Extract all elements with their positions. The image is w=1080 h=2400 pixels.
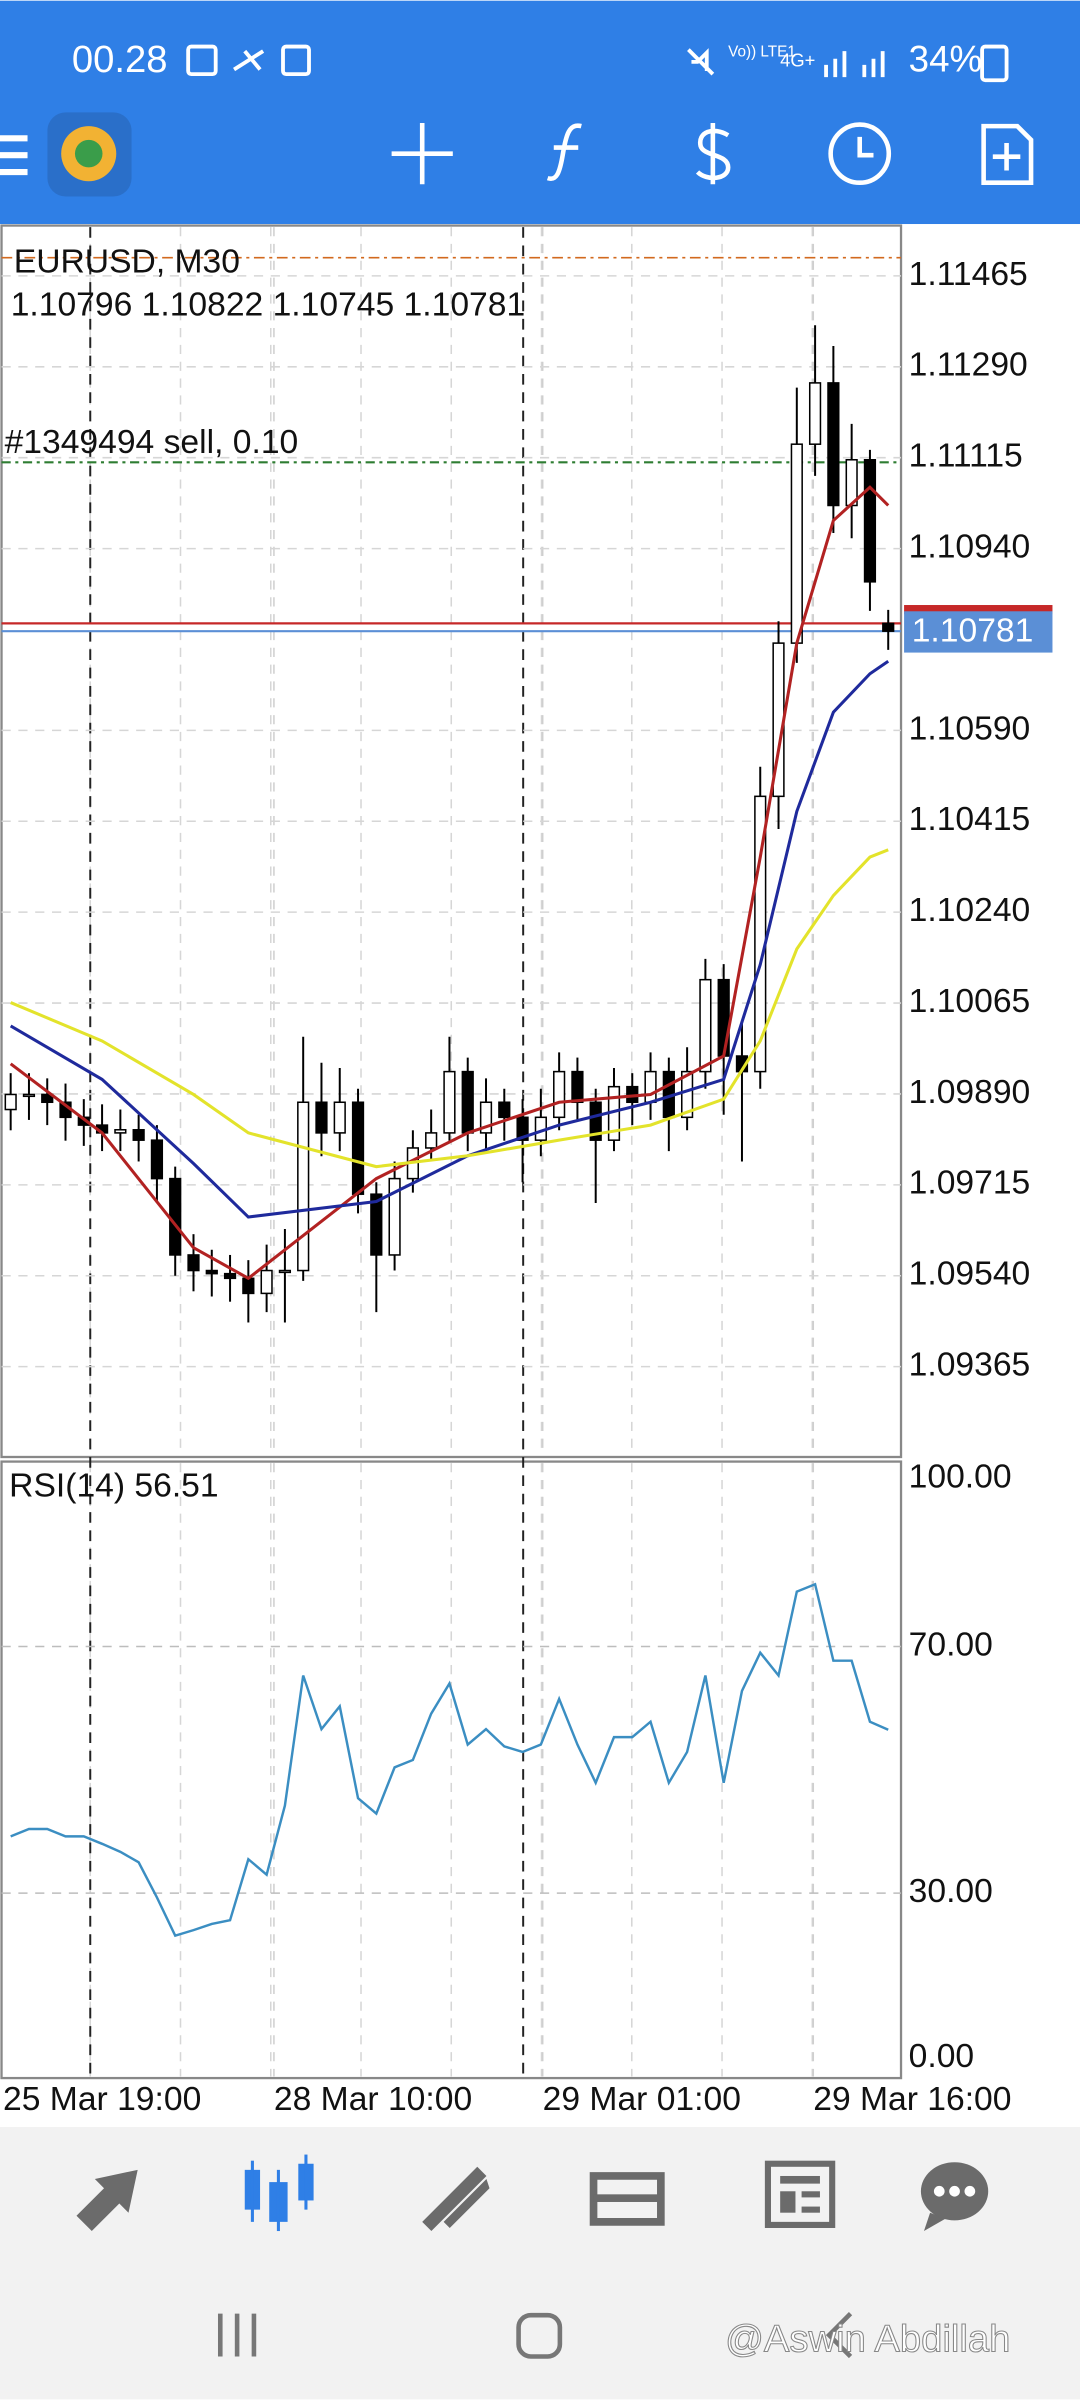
candle-body <box>680 1070 694 1119</box>
y-tick-label: 1.10940 <box>909 528 1031 565</box>
order-annotation: #1349494 sell, 0.10 <box>5 424 299 461</box>
x-tick-label: 28 Mar 10:00 <box>274 2081 472 2118</box>
candle-body <box>882 622 895 632</box>
candle-body <box>717 978 730 1057</box>
candle-body <box>498 1101 511 1119</box>
candle-body <box>187 1254 200 1272</box>
candle-body <box>114 1129 127 1134</box>
candle-body <box>223 1272 237 1280</box>
y-tick-label: 1.10415 <box>909 801 1031 838</box>
candle-body <box>644 1070 657 1104</box>
y-tick-label: 1.10590 <box>909 710 1031 747</box>
chart-layer: 25 Mar 19:00 28 Mar 10:00 29 Mar 01:00 29 M… <box>1 227 1053 2118</box>
candle-body <box>150 1139 164 1180</box>
candle-body <box>333 1101 346 1134</box>
main-panel <box>0 224 903 1459</box>
watermark: @Aswin Abdillah <box>725 2317 1010 2360</box>
candle-body <box>461 1070 474 1134</box>
candle-body <box>242 1277 255 1295</box>
candle-body <box>4 1093 17 1111</box>
app-bar <box>0 0 1080 225</box>
rsi-panel <box>0 1460 903 2080</box>
candle-body <box>808 382 822 445</box>
candle-body <box>827 382 840 507</box>
candle-body <box>699 978 712 1073</box>
candle-body <box>169 1177 182 1256</box>
y-tick-label: 70.00 <box>909 1626 993 1663</box>
candle-body <box>589 1101 602 1141</box>
y-tick-label: 30.00 <box>909 1873 993 1910</box>
candle-body <box>571 1070 584 1104</box>
candle-body <box>205 1269 218 1275</box>
x-tick-label: 29 Mar 16:00 <box>813 2081 1011 2118</box>
y-tick-label: 1.11115 <box>909 438 1023 475</box>
rsi-line <box>10 1582 889 1938</box>
candle-body <box>278 1269 292 1274</box>
y-tick-label: 0.00 <box>909 2038 974 2075</box>
bottom-nav <box>0 2127 1080 2400</box>
menu-button[interactable] <box>0 135 28 176</box>
x-tick-label: 25 Mar 19:00 <box>3 2081 201 2118</box>
y-tick-label: 100.00 <box>909 1458 1012 1495</box>
x-tick-label: 29 Mar 01:00 <box>543 2081 741 2118</box>
candle-body <box>22 1093 36 1098</box>
candle-body <box>370 1193 383 1256</box>
price-label-box <box>904 611 1053 653</box>
rsi-title: RSI(14) 56.51 <box>9 1467 218 1504</box>
toolbar-icons[interactable] <box>391 122 1034 186</box>
candle-body <box>863 459 877 583</box>
candle-body <box>553 1070 566 1119</box>
chart-subtitle: 1.10796 1.10822 1.10745 1.10781 <box>11 287 525 324</box>
candle-body <box>516 1116 529 1141</box>
app-logo[interactable] <box>47 112 132 197</box>
candle-body <box>315 1101 328 1134</box>
candle-body <box>260 1269 273 1295</box>
y-tick-label: 1.11465 <box>909 256 1028 293</box>
candle-body <box>754 795 767 1073</box>
moving-average <box>9 660 890 1219</box>
candle-body <box>790 443 803 644</box>
moving-average <box>10 848 889 1169</box>
status-network: Vo)) LTE1 <box>728 44 796 61</box>
y-tick-label: 1.09715 <box>909 1165 1031 1202</box>
price-label-ask <box>904 605 1053 615</box>
y-tick-label: 1.09890 <box>909 1074 1031 1111</box>
status-icons <box>186 44 1009 83</box>
candle-body <box>443 1070 456 1134</box>
y-tick-label: 1.10065 <box>909 983 1031 1020</box>
status-network: 4G+ <box>780 50 815 71</box>
candle-body <box>297 1101 310 1272</box>
y-tick-label: 1.09540 <box>909 1256 1031 1293</box>
chart-title: EURUSD, M30 <box>14 244 240 281</box>
moving-average <box>9 485 890 1281</box>
price-label: 1.10781 <box>912 613 1034 650</box>
y-tick-label: 1.10240 <box>909 892 1031 929</box>
candle-body <box>388 1177 401 1256</box>
status-battery: 34% <box>909 39 982 80</box>
y-tick-label: 1.11290 <box>909 347 1028 384</box>
status-time: 00.28 <box>72 38 168 81</box>
candle-body <box>425 1132 438 1149</box>
candle-body <box>132 1129 145 1141</box>
candle-body <box>479 1101 493 1134</box>
system-nav[interactable] <box>217 2312 853 2359</box>
candle-body <box>351 1101 365 1195</box>
candle-body <box>41 1093 54 1104</box>
y-tick-label: 1.09365 <box>909 1347 1031 1384</box>
